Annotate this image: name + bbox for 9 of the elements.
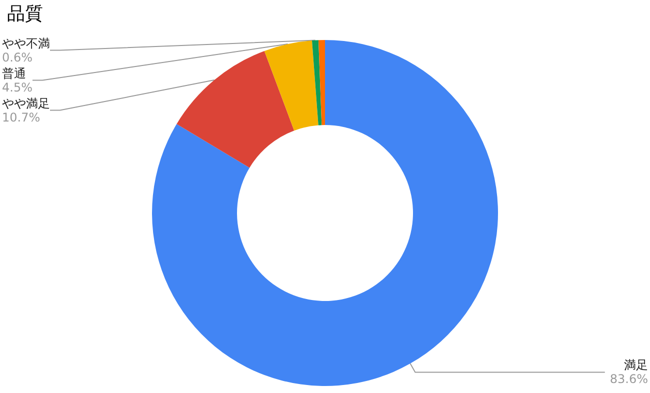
data-label: 0.6%: [2, 50, 32, 64]
data-label: 10.7%: [2, 110, 40, 124]
slice-label: やや不満: [2, 36, 50, 50]
slice-label: やや満足: [2, 96, 50, 110]
chart-title: 品質: [7, 4, 43, 24]
slice-label: 満足: [624, 358, 648, 372]
data-label: 4.5%: [2, 80, 32, 94]
data-label: 83.6%: [610, 372, 648, 386]
slice-label: 普通: [2, 66, 26, 80]
